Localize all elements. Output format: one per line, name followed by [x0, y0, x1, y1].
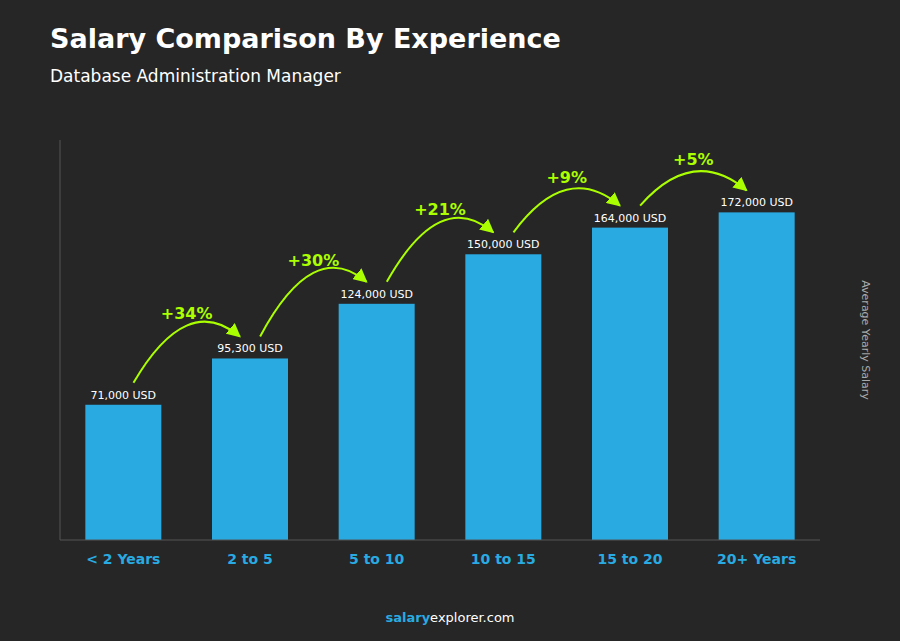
data-label: 172,000 USD — [720, 196, 793, 209]
footer: salaryexplorer.com — [385, 610, 514, 625]
background — [0, 0, 900, 641]
x-tick-label: 15 to 20 — [597, 551, 662, 567]
change-arrow — [640, 171, 746, 205]
footer-part: salary — [385, 610, 430, 625]
annotation: +9% — [546, 168, 587, 187]
bar — [592, 228, 668, 540]
chart-container: Salary Comparison By Experience Database … — [0, 0, 900, 641]
bar — [85, 405, 161, 540]
data-label: 164,000 USD — [594, 212, 667, 225]
annotation: +5% — [673, 150, 714, 169]
bar — [339, 304, 415, 540]
annotation: +30% — [287, 251, 339, 270]
change-arrow — [133, 322, 239, 383]
x-tick-label: 20+ Years — [717, 551, 796, 567]
y-axis-label: Average Yearly Salary — [859, 280, 872, 400]
x-tick-label: 10 to 15 — [471, 551, 536, 567]
change-arrow — [260, 268, 366, 337]
data-label: 95,300 USD — [217, 342, 283, 355]
change-arrow — [387, 218, 493, 282]
x-axis-line — [60, 540, 820, 541]
x-tick-label: < 2 Years — [86, 551, 160, 567]
title: Salary Comparison By Experience — [50, 23, 561, 54]
change-arrow — [513, 188, 619, 232]
y-axis-line — [60, 140, 61, 540]
footer-part: explorer.com — [430, 610, 514, 625]
data-label: 71,000 USD — [91, 389, 157, 402]
x-tick-label: 5 to 10 — [349, 551, 405, 567]
subtitle: Database Administration Manager — [50, 66, 341, 86]
data-label: 124,000 USD — [340, 288, 413, 301]
data-label: 150,000 USD — [467, 238, 540, 251]
bar — [465, 254, 541, 540]
bars — [85, 212, 794, 540]
annotation: +21% — [414, 200, 466, 219]
x-tick-label: 2 to 5 — [227, 551, 273, 567]
annotation: +34% — [161, 304, 213, 323]
chart: Salary Comparison By Experience Database … — [0, 0, 900, 641]
bar — [212, 358, 288, 540]
bar — [719, 212, 795, 540]
